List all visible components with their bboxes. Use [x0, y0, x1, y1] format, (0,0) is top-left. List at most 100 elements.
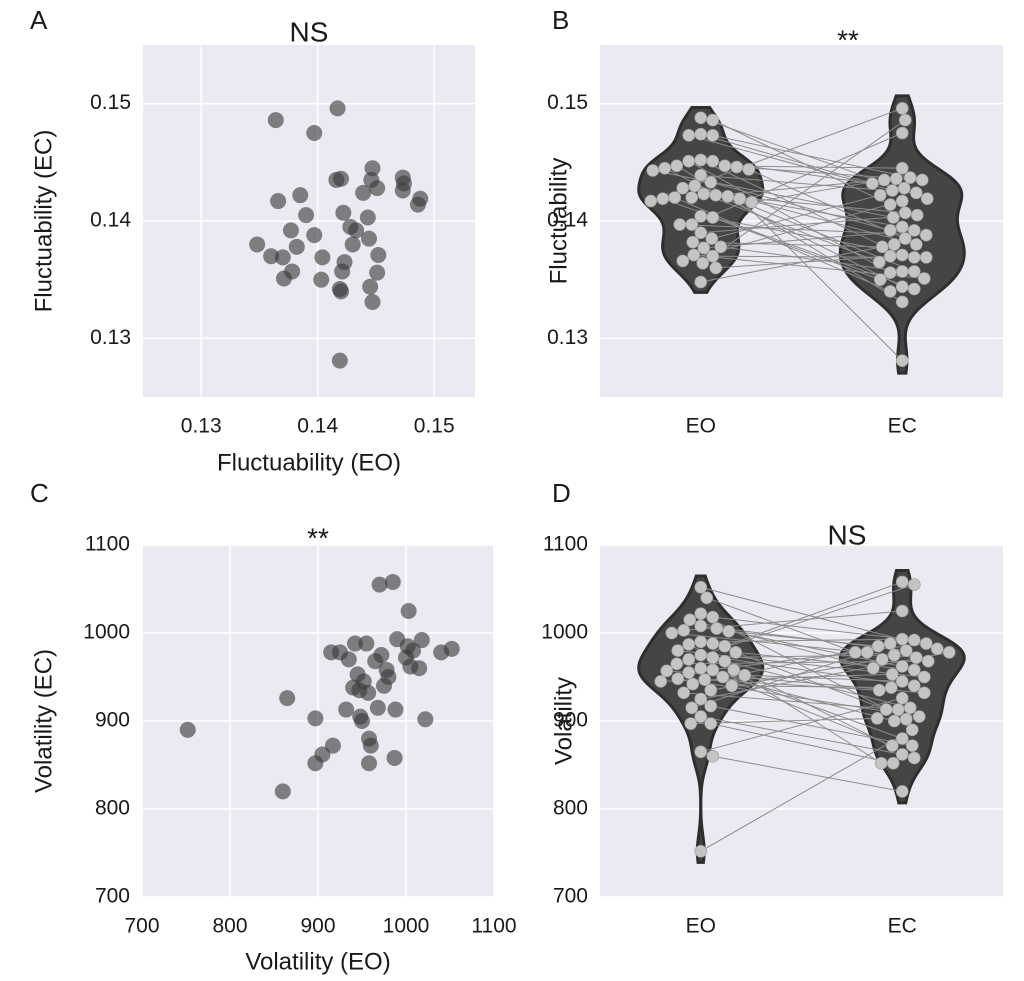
scatter-point [344, 236, 361, 253]
scatter-point [394, 182, 411, 199]
y-tick-label: 1100 [543, 533, 588, 556]
swarm-point [866, 661, 880, 675]
swarm-point [677, 686, 691, 700]
swarm-point [917, 670, 931, 684]
swarm-point [716, 670, 730, 684]
swarm-point [884, 681, 898, 694]
swarm-point [903, 171, 917, 184]
swarm-point [656, 192, 670, 206]
swarm-point [907, 251, 921, 264]
swarm-point [910, 208, 924, 222]
swarm-point [704, 717, 718, 730]
swarm-point [694, 168, 708, 182]
swarm-point [883, 198, 897, 211]
swarm-point [930, 642, 944, 656]
scatter-point [279, 690, 296, 707]
swarm-point [895, 785, 909, 798]
swarm-point [895, 660, 909, 673]
scatter-point [334, 263, 351, 280]
swarm-point [706, 154, 720, 168]
swarm-point [885, 739, 899, 752]
swarm-point [682, 653, 696, 666]
pair-line [711, 194, 881, 240]
scatter-point [360, 684, 377, 701]
swarm-point [676, 254, 690, 268]
x-tick-label: 700 [124, 915, 159, 938]
x-tick-label: EO [686, 415, 716, 438]
swarm-point [694, 844, 708, 858]
swarm-point [682, 154, 696, 168]
swarm-point [905, 739, 919, 752]
swarm-point [676, 181, 690, 195]
swarm-point [718, 654, 732, 668]
x-tick-label: EO [686, 915, 716, 938]
pair-line [700, 133, 873, 184]
pair-line [688, 160, 891, 274]
scatter-point [386, 749, 403, 766]
pair-line [710, 705, 913, 747]
scatter-point [270, 193, 287, 210]
pair-line [733, 669, 882, 764]
swarm-point [654, 675, 668, 688]
pair-line [700, 716, 903, 755]
y-tick-label: 0.13 [90, 326, 131, 349]
swarm-point [685, 701, 699, 715]
swarm-point [688, 179, 702, 193]
scatter-point [333, 283, 350, 300]
pair-line [751, 179, 885, 203]
swarm-point [685, 191, 699, 204]
swarm-point [665, 626, 679, 640]
scatter-point [417, 711, 434, 728]
scatter-point [307, 710, 324, 727]
pair-line [735, 651, 915, 671]
swarm-point [698, 673, 712, 686]
swarm-point [895, 161, 909, 175]
swarm-point [687, 248, 701, 262]
scatter-point [364, 160, 381, 177]
x-tick-label: 0.13 [181, 415, 222, 438]
swarm-point [885, 184, 899, 197]
chart-title: NS [290, 16, 329, 47]
swarm-point [907, 282, 921, 296]
swarm-point [686, 235, 700, 249]
x-tick-label: EC [888, 915, 917, 938]
swarm-point [704, 699, 718, 713]
scatter-point [274, 783, 291, 800]
y-tick-label: 900 [95, 709, 130, 732]
swarm-point [907, 633, 921, 647]
scatter-point [306, 227, 323, 244]
pair-line [712, 643, 887, 711]
swarm-point [646, 164, 660, 177]
swarm-point [668, 191, 682, 204]
y-tick-label: 700 [553, 885, 588, 908]
y-axis-label: Volatility [550, 677, 577, 765]
swarm-point [705, 232, 719, 245]
swarm-point [909, 651, 923, 664]
swarm-point [718, 159, 732, 173]
scatter-point [364, 293, 381, 310]
swarm-point [886, 756, 900, 770]
x-axis-label: Fluctuability (EO) [217, 449, 401, 476]
scatter-point [384, 573, 401, 590]
y-tick-label: 800 [95, 797, 130, 820]
scatter-point [373, 647, 390, 663]
swarm-point [706, 610, 720, 624]
chart-title: NS [828, 519, 867, 550]
swarm-point [673, 218, 687, 231]
y-tick-label: 1000 [541, 621, 588, 644]
pair-line [700, 638, 903, 643]
swarm-point [887, 648, 901, 662]
swarm-point [887, 714, 901, 728]
y-axis-label: Fluctuability [545, 158, 572, 285]
swarm-point [895, 295, 909, 309]
scatter-point [292, 187, 309, 204]
swarm-point [907, 578, 921, 591]
scatter-point [360, 230, 377, 247]
scatter-point [371, 576, 388, 593]
pair-line [683, 692, 899, 711]
scatter-point [333, 170, 350, 187]
scatter-point [370, 247, 387, 264]
scatter-point [369, 264, 386, 281]
scatter-point [282, 222, 299, 239]
